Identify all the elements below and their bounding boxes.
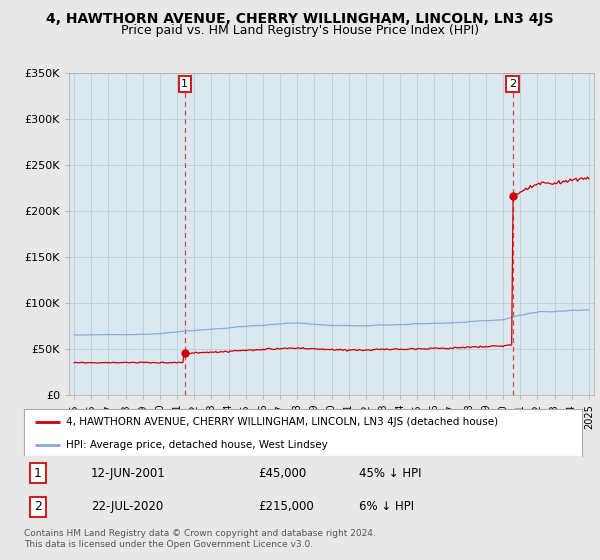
Text: 45% ↓ HPI: 45% ↓ HPI (359, 466, 421, 480)
Text: 2: 2 (509, 79, 516, 89)
Text: 1: 1 (181, 79, 188, 89)
Text: 4, HAWTHORN AVENUE, CHERRY WILLINGHAM, LINCOLN, LN3 4JS: 4, HAWTHORN AVENUE, CHERRY WILLINGHAM, L… (46, 12, 554, 26)
Text: 1: 1 (34, 466, 42, 480)
Text: HPI: Average price, detached house, West Lindsey: HPI: Average price, detached house, West… (66, 440, 328, 450)
Text: Price paid vs. HM Land Registry's House Price Index (HPI): Price paid vs. HM Land Registry's House … (121, 24, 479, 36)
Text: 12-JUN-2001: 12-JUN-2001 (91, 466, 166, 480)
Text: £215,000: £215,000 (259, 500, 314, 514)
Text: 22-JUL-2020: 22-JUL-2020 (91, 500, 163, 514)
Text: 4, HAWTHORN AVENUE, CHERRY WILLINGHAM, LINCOLN, LN3 4JS (detached house): 4, HAWTHORN AVENUE, CHERRY WILLINGHAM, L… (66, 417, 498, 427)
Text: £45,000: £45,000 (259, 466, 307, 480)
Text: 6% ↓ HPI: 6% ↓ HPI (359, 500, 414, 514)
Text: Contains HM Land Registry data © Crown copyright and database right 2024.
This d: Contains HM Land Registry data © Crown c… (24, 529, 376, 549)
Text: 2: 2 (34, 500, 42, 514)
